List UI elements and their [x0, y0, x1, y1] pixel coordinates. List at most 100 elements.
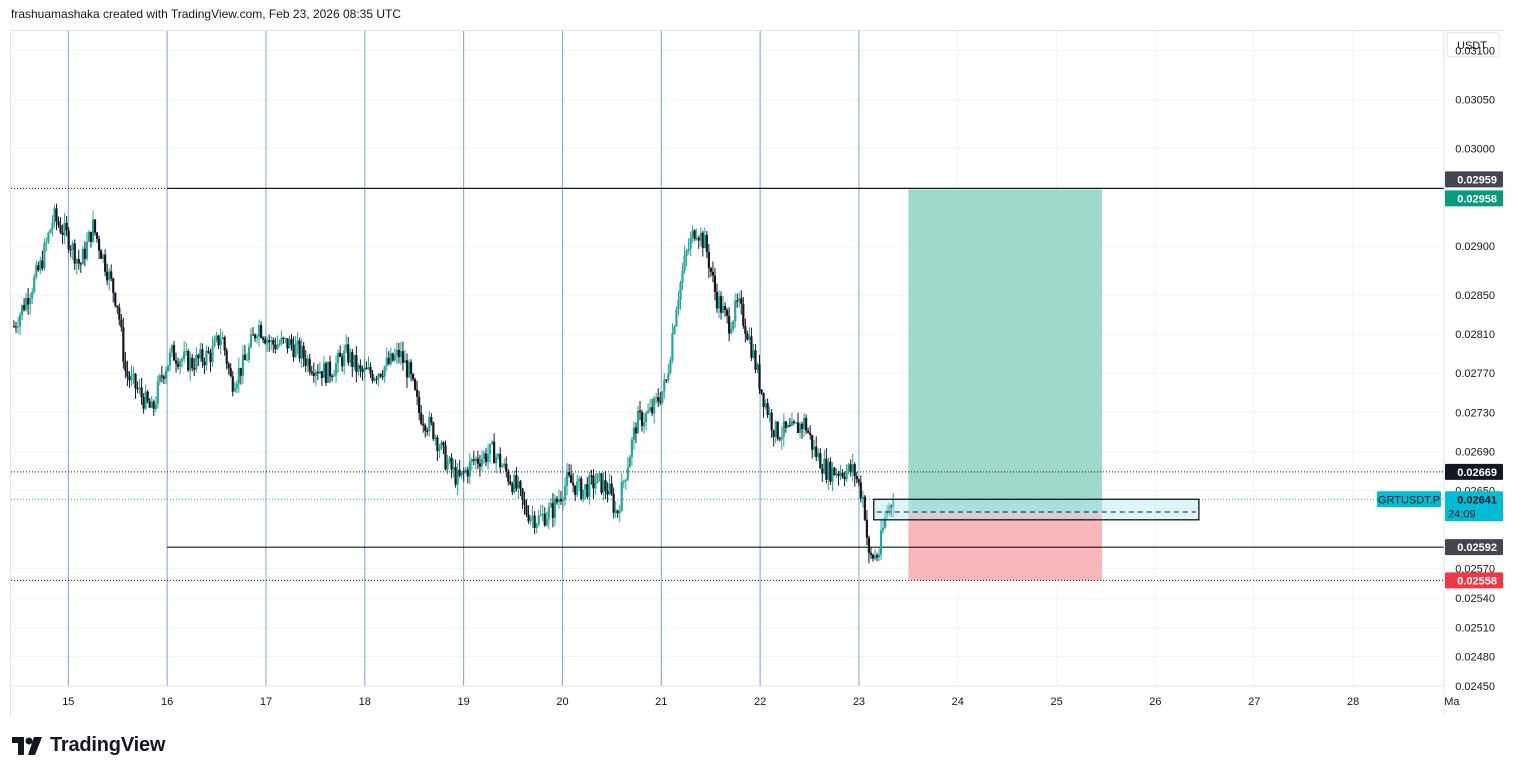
candle-body-49: [112, 278, 115, 293]
candle-body-77: [168, 352, 172, 366]
candle-body-207: [432, 422, 435, 440]
candle-body-315: [651, 407, 654, 414]
candle-body-101: [217, 335, 220, 346]
candle-body-105: [225, 350, 228, 364]
entry-zone-box[interactable]: [873, 498, 1200, 521]
candle-body-273: [565, 472, 569, 486]
candle-body-41: [95, 232, 99, 239]
candle-body-289: [598, 473, 601, 475]
currency-button[interactable]: [1446, 32, 1500, 58]
candle-body-107: [229, 368, 232, 377]
candle-body-414: [851, 464, 854, 473]
candle-body-2: [16, 326, 20, 328]
candle-body-263: [545, 519, 548, 526]
candle-body-288: [596, 473, 599, 484]
candle-body-203: [424, 425, 427, 431]
horizontal-levels[interactable]: [11, 187, 1444, 581]
candle-body-147: [310, 371, 313, 373]
candle-body-47: [108, 271, 111, 281]
candle-body-275: [570, 475, 573, 483]
candle-body-163: [343, 350, 346, 367]
candle-body-51: [116, 305, 119, 308]
candle-body-396: [815, 446, 818, 458]
candle-body-198: [414, 379, 417, 390]
candle-body-311: [642, 422, 646, 427]
candle-body-40: [93, 219, 97, 233]
price-label-bg-1: [1445, 190, 1503, 207]
symbol-label: GRTUSDT.P: [1378, 494, 1440, 506]
candle-body-247: [513, 475, 516, 493]
candle-body-255: [529, 517, 532, 522]
tradingview-logo-icon: [12, 736, 42, 755]
candle-body-194: [405, 360, 409, 378]
stop-zone[interactable]: [908, 511, 1103, 581]
candle-body-343: [707, 251, 710, 269]
price-label-bg-4: [1445, 539, 1503, 556]
candle-body-245: [509, 481, 512, 485]
candle-body-11: [35, 265, 38, 277]
time-tick-9: 24: [952, 696, 964, 708]
candle-body-330: [681, 271, 684, 283]
candle-body-15: [43, 243, 46, 269]
candle-body-88: [191, 357, 194, 369]
candle-body-66: [146, 391, 149, 402]
candle-body-162: [341, 356, 344, 367]
candle-body-38: [89, 231, 93, 242]
tradingview-logo[interactable]: TradingView: [12, 734, 165, 757]
time-tick-4: 19: [458, 696, 470, 708]
candle-body-112: [239, 367, 242, 376]
candle-body-272: [563, 485, 567, 500]
candle-body-127: [270, 340, 273, 343]
candle-body-227: [472, 459, 475, 461]
candle-body-36: [85, 241, 88, 259]
candle-body-302: [624, 479, 627, 482]
entry-box[interactable]: [873, 498, 1200, 521]
candle-body-312: [644, 413, 648, 423]
candle-body-64: [142, 397, 145, 409]
candle-body-360: [742, 304, 745, 327]
time-tick-14: Ma: [1444, 696, 1460, 708]
candle-body-408: [839, 472, 842, 476]
candle-body-261: [541, 513, 544, 515]
candle-body-367: [756, 364, 759, 370]
candle-body-351: [723, 305, 727, 310]
long-position-tool[interactable]: [908, 189, 1103, 581]
candle-body-208: [434, 437, 437, 440]
price-tick-4: 0.02850: [1455, 290, 1495, 302]
target-zone[interactable]: [908, 189, 1103, 512]
candle-body-383: [788, 425, 792, 427]
candle-body-65: [144, 391, 147, 409]
candle-body-111: [237, 367, 240, 384]
chart-frame[interactable]: USDT 0.03100 0.03050 0.03000 0.02900 0.02850 0…: [10, 30, 1505, 716]
candle-body-190: [397, 349, 400, 358]
candle-body-10: [33, 276, 36, 292]
candle-body-313: [646, 410, 650, 414]
candle-body-249: [517, 481, 520, 489]
candle-body-344: [709, 268, 712, 272]
candle-body-124: [264, 339, 267, 344]
candle-body-196: [409, 362, 413, 375]
candle-body-193: [403, 360, 407, 363]
candle-body-223: [464, 469, 467, 473]
candle-body-359: [740, 298, 743, 305]
candle-body-205: [428, 416, 431, 432]
candle-body-70: [154, 404, 157, 409]
candle-body-48: [110, 271, 113, 279]
candle-body-210: [438, 448, 441, 451]
time-axis[interactable]: 15 16 17 18 19 20 21 22 23 24 25 26 27 28 Ma: [11, 685, 1460, 716]
candle-body-274: [567, 472, 571, 476]
candle-body-265: [549, 503, 552, 508]
candle-body-79: [172, 345, 176, 361]
candle-body-257: [533, 515, 536, 529]
candle-body-324: [669, 360, 672, 373]
candle-body-99: [213, 340, 216, 347]
candle-body-20: [53, 208, 56, 223]
candle-body-393: [809, 432, 812, 435]
candle-body-424: [871, 554, 875, 559]
candle-body-290: [600, 473, 603, 493]
candle-body-416: [855, 476, 858, 480]
candle-body-220: [458, 469, 461, 476]
candle-body-201: [420, 412, 423, 424]
